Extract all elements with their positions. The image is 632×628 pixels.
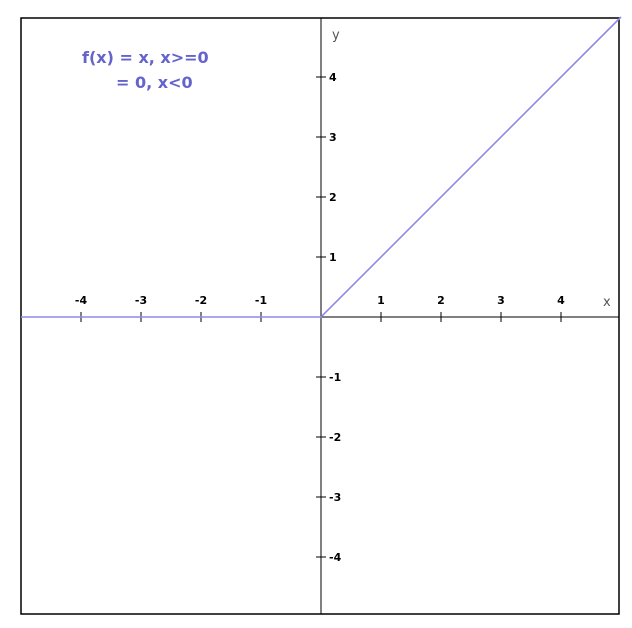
y-tick-label: 4	[329, 71, 337, 84]
x-tick-label: -1	[255, 294, 267, 307]
formula-line-2: = 0, x<0	[116, 73, 193, 92]
ticks: -4 -3 -2 -1 1 2 3 4 4 3 2 1 -1 -2 -3 -4	[75, 71, 565, 564]
y-tick-label: 1	[329, 251, 337, 264]
x-tick-label: 3	[497, 294, 505, 307]
plot-frame	[20, 17, 620, 615]
x-tick-label: 4	[557, 294, 565, 307]
x-tick-label: -2	[195, 294, 207, 307]
y-tick-label: 3	[329, 131, 337, 144]
x-axis-label: x	[603, 295, 611, 310]
series-layer	[21, 16, 622, 318]
x-tick-label: 1	[377, 294, 385, 307]
y-tick-label: -3	[329, 491, 341, 504]
x-tick-label: 2	[437, 294, 445, 307]
y-axis-label: y	[332, 28, 340, 43]
y-tick-label: -2	[329, 431, 341, 444]
x-tick-label: -4	[75, 294, 88, 307]
y-tick-label: -4	[329, 551, 342, 564]
formula-line-1: f(x) = x, x>=0	[82, 48, 209, 67]
y-tick-label: 2	[329, 191, 337, 204]
y-tick-label: -1	[329, 371, 341, 384]
x-tick-label: -3	[135, 294, 147, 307]
relu-series-line	[21, 16, 622, 318]
